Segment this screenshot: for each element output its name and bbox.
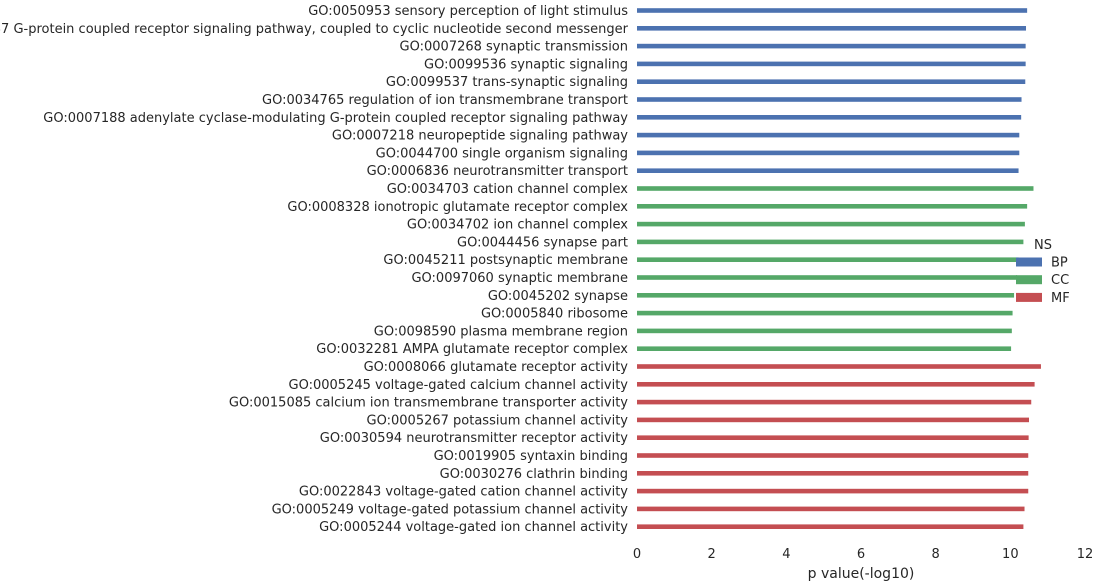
category-label: GO:0005245 voltage-gated calcium channel… (289, 378, 629, 393)
category-label: GO:0098590 plasma membrane region (374, 324, 628, 339)
category-label: GO:0099536 synaptic signaling (424, 57, 628, 72)
category-label: GO:0034703 cation channel complex (387, 182, 629, 197)
bar-mf (637, 364, 1041, 369)
category-label: GO:0034702 ion channel complex (407, 218, 628, 233)
category-label: GO:0030276 clathrin binding (440, 467, 628, 482)
bar-cc (637, 275, 1018, 280)
bar-mf (637, 524, 1024, 529)
x-tick-label: 8 (932, 547, 940, 562)
legend-swatch-bp (1016, 257, 1042, 267)
bar-group (637, 8, 1041, 529)
category-label: GO:0030594 neurotransmitter receptor act… (320, 431, 629, 446)
category-label: GO:0007187 G-protein coupled receptor si… (0, 22, 629, 37)
category-label: GO:0045202 synapse (488, 289, 628, 304)
bar-cc (637, 186, 1034, 191)
legend-label-mf: MF (1051, 291, 1070, 306)
category-label: GO:0006836 neurotransmitter transport (367, 164, 628, 179)
bar-bp (637, 61, 1026, 67)
bar-mf (637, 399, 1032, 405)
bar-bp (637, 43, 1026, 49)
legend-label-bp: BP (1051, 256, 1068, 271)
category-label: GO:0007188 adenylate cyclase-modulating … (43, 111, 628, 126)
bar-bp (637, 115, 1022, 120)
bar-bp (637, 132, 1020, 138)
category-label: GO:0007268 synaptic transmission (400, 40, 628, 55)
category-label: GO:0034765 regulation of ion transmembra… (262, 93, 628, 108)
bar-bp (637, 97, 1022, 102)
category-label: GO:0099537 trans-synaptic signaling (386, 75, 628, 90)
x-axis-ticks: 0 2 4 6 8 10 12 (633, 547, 1093, 562)
bar-bp (637, 79, 1026, 84)
bar-mf (637, 435, 1029, 440)
bar-mf (637, 453, 1029, 458)
category-label: GO:0015085 calcium ion transmembrane tra… (229, 396, 628, 411)
category-label: GO:0044700 single organism signaling (376, 146, 628, 161)
bar-bp (637, 8, 1028, 13)
category-label: GO:0005267 potassium channel activity (367, 413, 629, 428)
category-label: GO:0008328 ionotropic glutamate receptor… (287, 200, 628, 215)
x-tick-label: 6 (857, 547, 865, 562)
category-label: GO:0007218 neuropeptide signaling pathwa… (332, 129, 628, 144)
category-label: GO:0097060 synaptic membrane (411, 271, 628, 286)
category-label: GO:0045211 postsynaptic membrane (383, 253, 628, 268)
bar-mf (637, 488, 1029, 494)
bar-bp (637, 168, 1019, 173)
legend-swatch-cc (1016, 275, 1042, 285)
bar-cc (637, 221, 1025, 227)
bar-bp (637, 26, 1027, 31)
bar-cc (637, 239, 1024, 245)
legend-swatch-mf (1016, 292, 1042, 302)
category-label: GO:0005840 ribosome (481, 307, 628, 322)
x-tick-label: 10 (1002, 547, 1019, 562)
category-label: GO:0008066 glutamate receptor activity (364, 360, 629, 375)
bar-cc (637, 310, 1013, 316)
x-tick-label: 2 (708, 547, 716, 562)
x-tick-label: 12 (1077, 547, 1094, 562)
legend-label-cc: CC (1051, 273, 1069, 288)
category-label: GO:0019905 syntaxin binding (434, 449, 628, 464)
x-tick-label: 4 (782, 547, 790, 562)
bar-cc (637, 257, 1019, 262)
x-tick-label: 0 (633, 547, 641, 562)
bar-bp (637, 150, 1020, 156)
bar-mf (637, 417, 1029, 423)
category-label: GO:0022843 voltage-gated cation channel … (299, 485, 628, 500)
category-label: GO:0032281 AMPA glutamate receptor compl… (316, 342, 628, 357)
category-label: GO:0005244 voltage-gated ion channel act… (319, 520, 628, 535)
bar-cc (637, 346, 1012, 351)
bar-mf (637, 382, 1035, 387)
bar-cc (637, 204, 1028, 209)
category-labels: GO:0050953 sensory perception of light s… (0, 4, 629, 535)
category-label: GO:0005249 voltage-gated potassium chann… (272, 502, 629, 517)
category-label: GO:0050953 sensory perception of light s… (308, 4, 628, 19)
bar-cc (637, 328, 1012, 334)
category-label: GO:0044456 synapse part (457, 235, 628, 250)
bar-mf (637, 471, 1029, 476)
x-axis-title: p value(-log10) (808, 566, 915, 582)
legend: NS BP CC MF (1016, 238, 1070, 306)
legend-title: NS (1034, 238, 1052, 253)
bar-cc (637, 293, 1015, 298)
bar-mf (637, 506, 1025, 512)
